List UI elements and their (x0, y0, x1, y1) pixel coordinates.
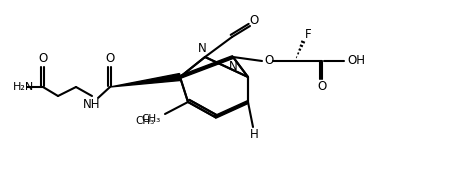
Text: N: N (229, 60, 237, 73)
Text: O: O (105, 53, 114, 65)
Text: CH₃: CH₃ (142, 114, 161, 124)
Text: N: N (197, 42, 207, 56)
Text: O: O (39, 53, 48, 65)
Text: O: O (249, 14, 259, 26)
Polygon shape (214, 101, 249, 118)
Text: H₂N: H₂N (13, 82, 34, 92)
Text: F: F (305, 29, 311, 42)
Text: OH: OH (347, 54, 365, 68)
Polygon shape (179, 56, 233, 78)
Text: NH: NH (83, 97, 101, 110)
Text: O: O (264, 54, 274, 68)
Text: O: O (317, 81, 326, 93)
Polygon shape (110, 74, 181, 87)
Text: CH₃: CH₃ (136, 116, 155, 126)
Text: H: H (250, 129, 258, 141)
